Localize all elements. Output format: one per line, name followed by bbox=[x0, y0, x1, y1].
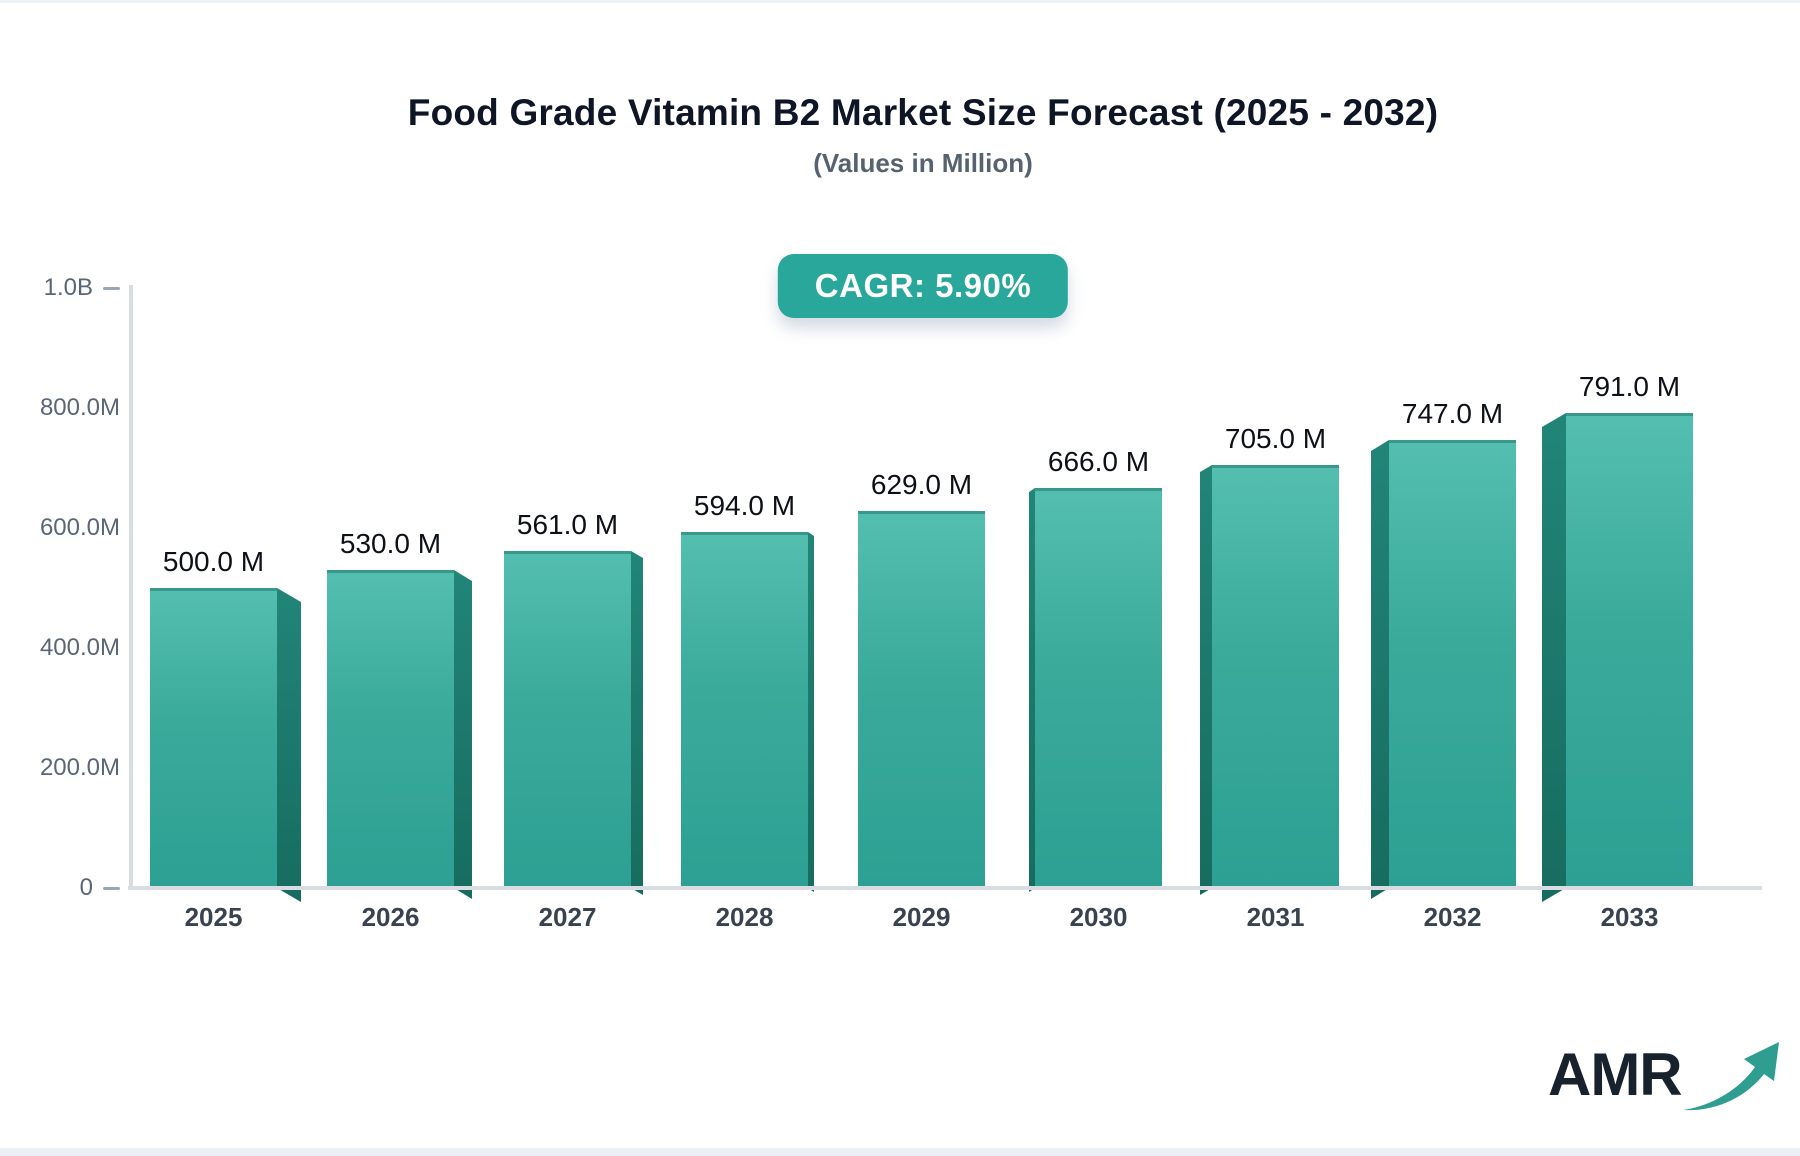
bar-side-face bbox=[1200, 465, 1212, 895]
x-tick-label: 2028 bbox=[715, 902, 774, 932]
x-tick-label: 2033 bbox=[1600, 902, 1659, 932]
y-tick-dash bbox=[103, 287, 120, 291]
bar-side-face bbox=[1371, 440, 1389, 899]
x-tick-label: 2026 bbox=[361, 902, 420, 932]
x-tick-label: 2025 bbox=[184, 902, 243, 932]
y-tick-label: 0 bbox=[0, 873, 120, 903]
bar-value-label: 666.0 M bbox=[1047, 446, 1150, 477]
bar-side-face bbox=[1542, 413, 1566, 902]
y-tick-label: 1.0B bbox=[0, 273, 120, 303]
y-tick-label: 400.0M bbox=[39, 634, 120, 661]
chart-title: Food Grade Vitamin B2 Market Size Foreca… bbox=[407, 92, 1439, 133]
bar-value-label: 629.0 M bbox=[870, 469, 973, 500]
bar-value-label: 705.0 M bbox=[1224, 423, 1327, 454]
bar-side-face bbox=[277, 588, 301, 902]
y-tick-label: 800.0M bbox=[39, 394, 120, 421]
bar-2028 bbox=[681, 532, 808, 888]
x-tick-label: 2031 bbox=[1246, 902, 1305, 932]
y-tick-dash bbox=[103, 887, 120, 891]
bar-2033 bbox=[1566, 413, 1693, 888]
bar-2032 bbox=[1389, 440, 1516, 888]
x-tick-label: 2029 bbox=[892, 902, 951, 932]
x-axis-line bbox=[128, 886, 1762, 890]
bar-value-label: 500.0 M bbox=[162, 546, 265, 577]
y-tick-label: 200.0M bbox=[39, 754, 120, 781]
bar-value-label: 747.0 M bbox=[1401, 398, 1504, 429]
bar-side-face bbox=[808, 532, 814, 892]
amr-logo-text: AMR bbox=[1548, 1041, 1683, 1108]
amr-logo: AMR bbox=[1548, 1034, 1779, 1124]
bar-2030 bbox=[1035, 488, 1162, 888]
y-axis-line bbox=[129, 285, 133, 890]
x-tick-label: 2032 bbox=[1423, 902, 1482, 932]
x-tick-label: 2027 bbox=[538, 902, 597, 932]
bottom-edge-strip bbox=[0, 1148, 1800, 1156]
growth-arrow-icon bbox=[1683, 1042, 1779, 1111]
bar-side-face bbox=[454, 570, 472, 899]
chart-subtitle: (Values in Million) bbox=[813, 148, 1033, 178]
bar-value-label: 594.0 M bbox=[693, 490, 796, 521]
top-edge-strip bbox=[0, 0, 1800, 3]
cagr-badge: CAGR: 5.90% bbox=[777, 254, 1069, 318]
bar-2029 bbox=[858, 511, 985, 888]
bar-value-label: 561.0 M bbox=[516, 509, 619, 540]
bar-side-face bbox=[1029, 488, 1035, 892]
bar-2027 bbox=[504, 551, 631, 888]
bar-2026 bbox=[327, 570, 454, 888]
bar-side-face bbox=[631, 551, 643, 895]
y-tick-label: 600.0M bbox=[39, 514, 120, 541]
bar-value-label: 791.0 M bbox=[1578, 371, 1681, 402]
bar-2031 bbox=[1212, 465, 1339, 888]
bar-value-label: 530.0 M bbox=[339, 528, 442, 559]
bar-2025 bbox=[150, 588, 277, 888]
x-tick-label: 2030 bbox=[1069, 902, 1128, 932]
